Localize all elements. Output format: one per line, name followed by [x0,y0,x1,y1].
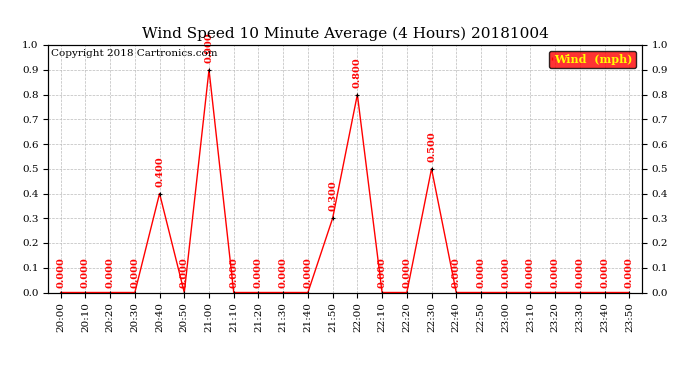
Text: 0.000: 0.000 [452,258,461,288]
Text: 0.000: 0.000 [81,258,90,288]
Text: 0.000: 0.000 [551,258,560,288]
Text: Copyright 2018 Cartronics.com: Copyright 2018 Cartronics.com [51,49,218,58]
Text: 0.500: 0.500 [427,131,436,162]
Text: 0.000: 0.000 [477,258,486,288]
Text: 0.300: 0.300 [328,180,337,211]
Text: 0.400: 0.400 [155,156,164,186]
Text: 0.000: 0.000 [56,258,65,288]
Text: 0.000: 0.000 [279,258,288,288]
Text: 0.000: 0.000 [229,258,238,288]
Text: 0.000: 0.000 [180,258,189,288]
Text: 0.000: 0.000 [304,258,313,288]
Title: Wind Speed 10 Minute Average (4 Hours) 20181004: Wind Speed 10 Minute Average (4 Hours) 2… [141,27,549,41]
Text: 0.000: 0.000 [130,258,139,288]
Legend: Wind  (mph): Wind (mph) [549,51,636,68]
Text: 0.000: 0.000 [625,258,634,288]
Text: 0.000: 0.000 [254,258,263,288]
Text: 0.000: 0.000 [526,258,535,288]
Text: 0.000: 0.000 [377,258,386,288]
Text: 0.000: 0.000 [575,258,584,288]
Text: 0.000: 0.000 [501,258,510,288]
Text: 0.000: 0.000 [402,258,411,288]
Text: 0.000: 0.000 [600,258,609,288]
Text: 0.800: 0.800 [353,57,362,87]
Text: 0.000: 0.000 [106,258,115,288]
Text: 0.900: 0.900 [204,32,213,63]
